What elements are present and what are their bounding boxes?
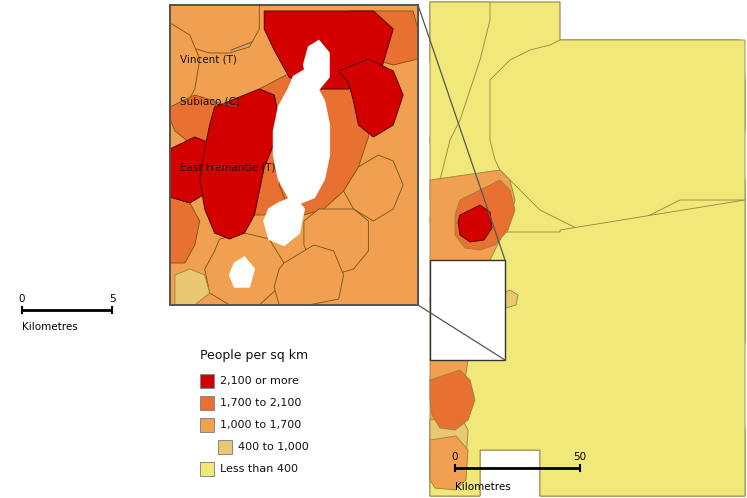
Polygon shape <box>264 11 393 89</box>
Polygon shape <box>338 59 403 137</box>
Bar <box>200 396 214 410</box>
Polygon shape <box>490 40 745 230</box>
Polygon shape <box>344 155 403 221</box>
Polygon shape <box>229 257 254 287</box>
Text: 1,000 to 1,700: 1,000 to 1,700 <box>220 420 301 430</box>
Polygon shape <box>304 41 329 89</box>
Polygon shape <box>279 71 374 215</box>
Polygon shape <box>498 290 518 308</box>
Polygon shape <box>453 295 478 320</box>
Text: 400 to 1,000: 400 to 1,000 <box>238 442 309 452</box>
Text: East Fremantle (T): East Fremantle (T) <box>180 162 276 172</box>
Text: Subiaco (C): Subiaco (C) <box>180 96 240 107</box>
Bar <box>170 5 418 305</box>
Polygon shape <box>458 205 492 242</box>
Bar <box>200 418 214 432</box>
Bar <box>430 260 505 360</box>
Bar <box>200 462 214 476</box>
Polygon shape <box>170 23 199 107</box>
Polygon shape <box>199 89 279 239</box>
Text: Kilometres: Kilometres <box>455 482 511 492</box>
Polygon shape <box>304 209 368 275</box>
Polygon shape <box>254 71 314 215</box>
Bar <box>218 440 232 454</box>
Text: 0: 0 <box>452 452 458 462</box>
Bar <box>170 5 418 305</box>
Polygon shape <box>430 436 468 490</box>
Text: 5: 5 <box>108 294 115 304</box>
Polygon shape <box>440 384 452 396</box>
Polygon shape <box>175 269 210 305</box>
Polygon shape <box>430 170 515 480</box>
Text: 50: 50 <box>574 452 586 462</box>
Text: Vincent (T): Vincent (T) <box>180 42 252 64</box>
Polygon shape <box>170 5 259 53</box>
Polygon shape <box>205 233 284 305</box>
Polygon shape <box>458 270 495 312</box>
Polygon shape <box>430 2 745 496</box>
Bar <box>200 374 214 388</box>
Polygon shape <box>430 415 468 470</box>
Polygon shape <box>274 245 344 305</box>
Polygon shape <box>430 200 745 496</box>
Polygon shape <box>274 71 329 203</box>
Polygon shape <box>430 2 490 200</box>
Polygon shape <box>264 197 304 245</box>
Polygon shape <box>170 95 220 143</box>
Polygon shape <box>430 370 475 430</box>
Text: Kilometres: Kilometres <box>22 322 78 332</box>
Polygon shape <box>170 137 214 203</box>
Text: Less than 400: Less than 400 <box>220 464 298 474</box>
Polygon shape <box>455 180 515 250</box>
Text: 2,100 or more: 2,100 or more <box>220 376 299 386</box>
Text: 0: 0 <box>19 294 25 304</box>
Polygon shape <box>349 11 418 65</box>
Polygon shape <box>170 197 199 263</box>
Text: People per sq km: People per sq km <box>200 349 308 362</box>
Text: 1,700 to 2,100: 1,700 to 2,100 <box>220 398 301 408</box>
